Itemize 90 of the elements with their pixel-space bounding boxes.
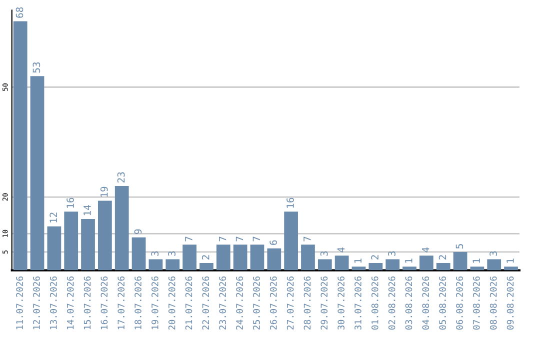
data-label: 16: [66, 198, 74, 208]
x-tick-label: 27.07.2026: [286, 276, 294, 330]
data-label: 6: [270, 240, 277, 245]
data-label: 7: [304, 236, 311, 242]
bar: [453, 252, 468, 270]
data-label: 16: [286, 198, 294, 208]
x-tick-label: 31.07.2026: [354, 276, 362, 330]
x-tick-label: 20.07.2026: [168, 276, 176, 330]
data-label: 7: [236, 236, 244, 242]
data-label: 2: [438, 255, 446, 260]
x-tick-label: 30.07.2026: [338, 276, 344, 330]
x-tick-label: 16.07.2026: [100, 276, 108, 330]
data-label: 68: [16, 7, 24, 18]
x-tick-label: 24.07.2026: [236, 276, 243, 330]
data-label: 4: [422, 247, 430, 252]
x-tick-label: 09.08.2026: [506, 276, 514, 330]
data-label: 19: [100, 186, 108, 197]
x-tick-label: 18.07.2026: [134, 276, 142, 330]
data-label: 4: [337, 247, 345, 252]
x-tick-label: 03.08.2026: [405, 276, 412, 330]
data-label: 2: [202, 255, 210, 260]
bar: [487, 259, 502, 270]
data-label: 2: [371, 255, 378, 260]
bar: [47, 226, 62, 270]
bar: [250, 244, 264, 270]
bar: [318, 259, 332, 270]
bar: [200, 262, 214, 270]
data-label: 5: [456, 244, 464, 249]
x-tick-label: 14.07.2026: [66, 276, 74, 330]
bar: [148, 259, 163, 270]
x-tick-label: 21.07.2026: [185, 276, 192, 330]
x-tick-label: 07.08.2026: [472, 276, 480, 330]
data-label: 53: [32, 62, 40, 73]
bar: [13, 21, 28, 270]
x-tick-label: 02.08.2026: [388, 276, 396, 330]
data-label: 12: [50, 212, 57, 222]
data-label: 3: [168, 251, 176, 256]
x-tick-label: 01.08.2026: [371, 276, 378, 330]
x-tick-label: 23.07.2026: [219, 276, 226, 330]
data-label: 7: [185, 236, 192, 242]
x-tick-label: 06.08.2026: [456, 276, 463, 330]
bar: [216, 244, 230, 270]
x-tick-label: 08.08.2026: [490, 276, 497, 330]
bar: [470, 266, 484, 270]
data-label: 7: [219, 236, 226, 242]
x-tick-label: 19.07.2026: [152, 276, 158, 330]
bar: [182, 244, 196, 270]
bar: [368, 262, 383, 270]
x-tick-label: 26.07.2026: [270, 276, 277, 330]
bar: [352, 266, 366, 270]
bar: [64, 212, 78, 270]
data-label: 1: [405, 258, 412, 263]
data-label: 23: [117, 172, 125, 183]
x-tick-label: 05.08.2026: [439, 276, 446, 330]
data-label: 3: [490, 251, 497, 256]
x-tick-label: 11.07.2026: [16, 276, 23, 330]
bar: [386, 259, 400, 270]
bar: [267, 248, 282, 270]
bar: [504, 266, 518, 270]
data-label: 3: [320, 251, 328, 256]
bar: [233, 244, 248, 270]
x-tick-label: 15.07.2026: [84, 276, 91, 330]
x-tick-label: 28.07.2026: [304, 276, 311, 330]
bar: [30, 76, 44, 270]
bar: [114, 186, 129, 270]
bar: [419, 256, 434, 270]
bar: [81, 219, 95, 270]
bar: [166, 259, 180, 270]
x-tick-label: 13.07.2026: [50, 276, 57, 330]
data-label: 3: [151, 251, 159, 256]
x-tick-label: 22.07.2026: [202, 276, 210, 330]
data-label: 1: [354, 258, 362, 263]
bar: [132, 237, 146, 270]
data-label: 1: [506, 258, 514, 263]
bar: [284, 212, 298, 270]
data-label: 9: [134, 229, 142, 234]
bar: [301, 244, 315, 270]
data-label: 7: [252, 236, 260, 242]
bar: [334, 256, 349, 270]
bar: [436, 262, 450, 270]
x-tick-label: 04.08.2026: [422, 276, 430, 330]
data-label: 1: [472, 258, 480, 263]
x-tick-label: 17.07.2026: [118, 276, 125, 330]
x-tick-label: 29.07.2026: [320, 276, 328, 330]
data-label: 14: [84, 204, 91, 216]
bar: [402, 266, 416, 270]
x-tick-label: 12.07.2026: [33, 276, 40, 330]
x-tick-label: 25.07.2026: [253, 276, 260, 330]
bar: [98, 200, 112, 270]
data-label: 3: [388, 251, 396, 256]
